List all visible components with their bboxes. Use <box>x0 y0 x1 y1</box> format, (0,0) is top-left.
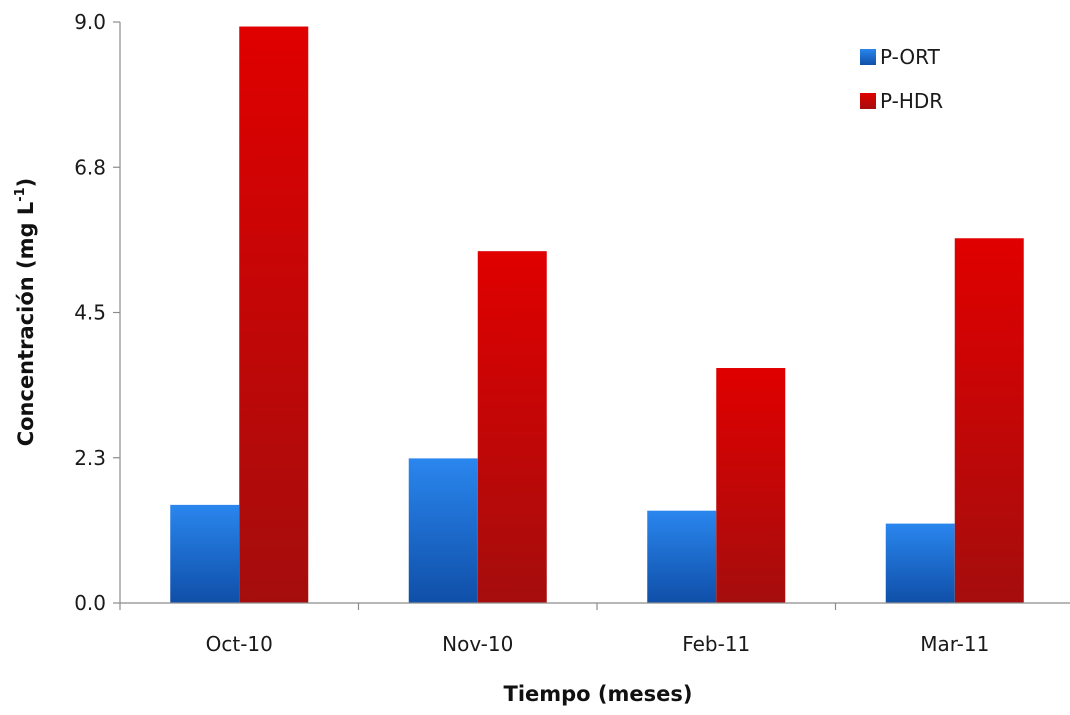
bar-p-ort-oct-10 <box>170 504 240 603</box>
legend: P-ORT P-HDR <box>860 45 943 113</box>
bar-p-ort-feb-11 <box>647 510 717 603</box>
bar-p-hdr-oct-10 <box>239 26 309 604</box>
y-axis: 0.0 2.3 4.5 6.8 9.0 <box>74 10 121 615</box>
y-tick-label: 9.0 <box>74 10 106 34</box>
x-axis: Oct-10 Nov-10 Feb-11 Mar-11 <box>119 602 1070 656</box>
x-tick-label: Nov-10 <box>442 632 513 656</box>
y-axis-title-close: ) <box>14 178 38 188</box>
x-axis-title: Tiempo (meses) <box>504 682 693 706</box>
legend-label-p-hdr: P-HDR <box>880 89 943 113</box>
x-tick-label: Oct-10 <box>206 632 273 656</box>
bar-p-hdr-feb-11 <box>716 368 786 603</box>
bar-p-ort-mar-11 <box>885 523 955 603</box>
y-tick-label: 6.8 <box>74 155 106 179</box>
bar-p-hdr-mar-11 <box>954 238 1024 603</box>
y-axis-title-main: Concentración (mg L <box>14 202 38 447</box>
y-axis-title-superscript: -1 <box>13 187 28 201</box>
bar-p-ort-nov-10 <box>408 458 478 603</box>
y-tick-label: 2.3 <box>74 446 106 470</box>
plot-area <box>170 26 1024 604</box>
legend-swatch-p-ort <box>860 49 876 65</box>
y-axis-title: Concentración (mg L-1) <box>13 178 38 447</box>
x-tick-label: Feb-11 <box>682 632 750 656</box>
legend-swatch-p-hdr <box>860 93 876 109</box>
y-tick-label: 4.5 <box>74 301 106 325</box>
legend-label-p-ort: P-ORT <box>880 45 941 69</box>
x-tick-label: Mar-11 <box>920 632 989 656</box>
y-tick-label: 0.0 <box>74 591 106 615</box>
bar-p-hdr-nov-10 <box>477 251 547 603</box>
